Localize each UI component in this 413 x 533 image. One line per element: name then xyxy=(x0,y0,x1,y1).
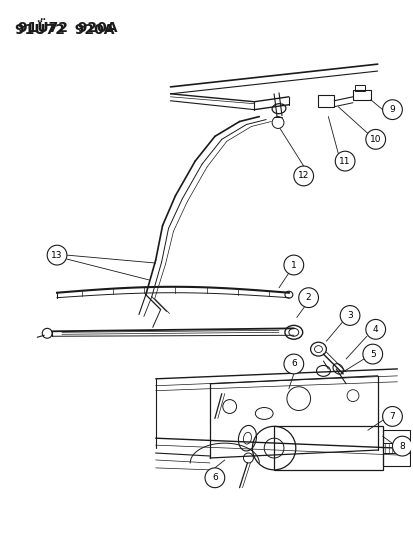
Circle shape xyxy=(382,407,401,426)
Circle shape xyxy=(365,319,385,339)
Bar xyxy=(352,90,370,100)
Text: 91Ü72  920A: 91Ü72 920A xyxy=(17,21,117,35)
Circle shape xyxy=(204,468,224,488)
Text: 9: 9 xyxy=(389,105,394,114)
Circle shape xyxy=(283,255,303,275)
Circle shape xyxy=(47,245,67,265)
Text: 6: 6 xyxy=(211,473,217,482)
Polygon shape xyxy=(52,326,293,337)
Text: 3: 3 xyxy=(347,311,352,320)
Circle shape xyxy=(293,166,313,186)
Circle shape xyxy=(298,288,318,308)
Bar xyxy=(318,95,333,107)
Circle shape xyxy=(382,100,401,119)
Circle shape xyxy=(365,130,385,149)
Circle shape xyxy=(362,344,382,364)
Text: 4: 4 xyxy=(372,325,377,334)
Text: 12: 12 xyxy=(297,172,309,181)
Bar xyxy=(354,85,364,91)
Text: 10: 10 xyxy=(369,135,380,144)
Circle shape xyxy=(392,436,411,456)
Bar xyxy=(273,426,382,470)
Text: 91Ü72  920A: 91Ü72 920A xyxy=(14,22,114,37)
Circle shape xyxy=(335,151,354,171)
Circle shape xyxy=(339,305,359,325)
Text: 11: 11 xyxy=(339,157,350,166)
Text: 2: 2 xyxy=(305,293,311,302)
Bar xyxy=(382,430,409,466)
Text: 13: 13 xyxy=(51,251,63,260)
Text: 7: 7 xyxy=(389,412,394,421)
Text: 5: 5 xyxy=(369,350,375,359)
Text: 8: 8 xyxy=(399,442,404,450)
Text: 6: 6 xyxy=(290,359,296,368)
Text: 1: 1 xyxy=(290,261,296,270)
Circle shape xyxy=(283,354,303,374)
